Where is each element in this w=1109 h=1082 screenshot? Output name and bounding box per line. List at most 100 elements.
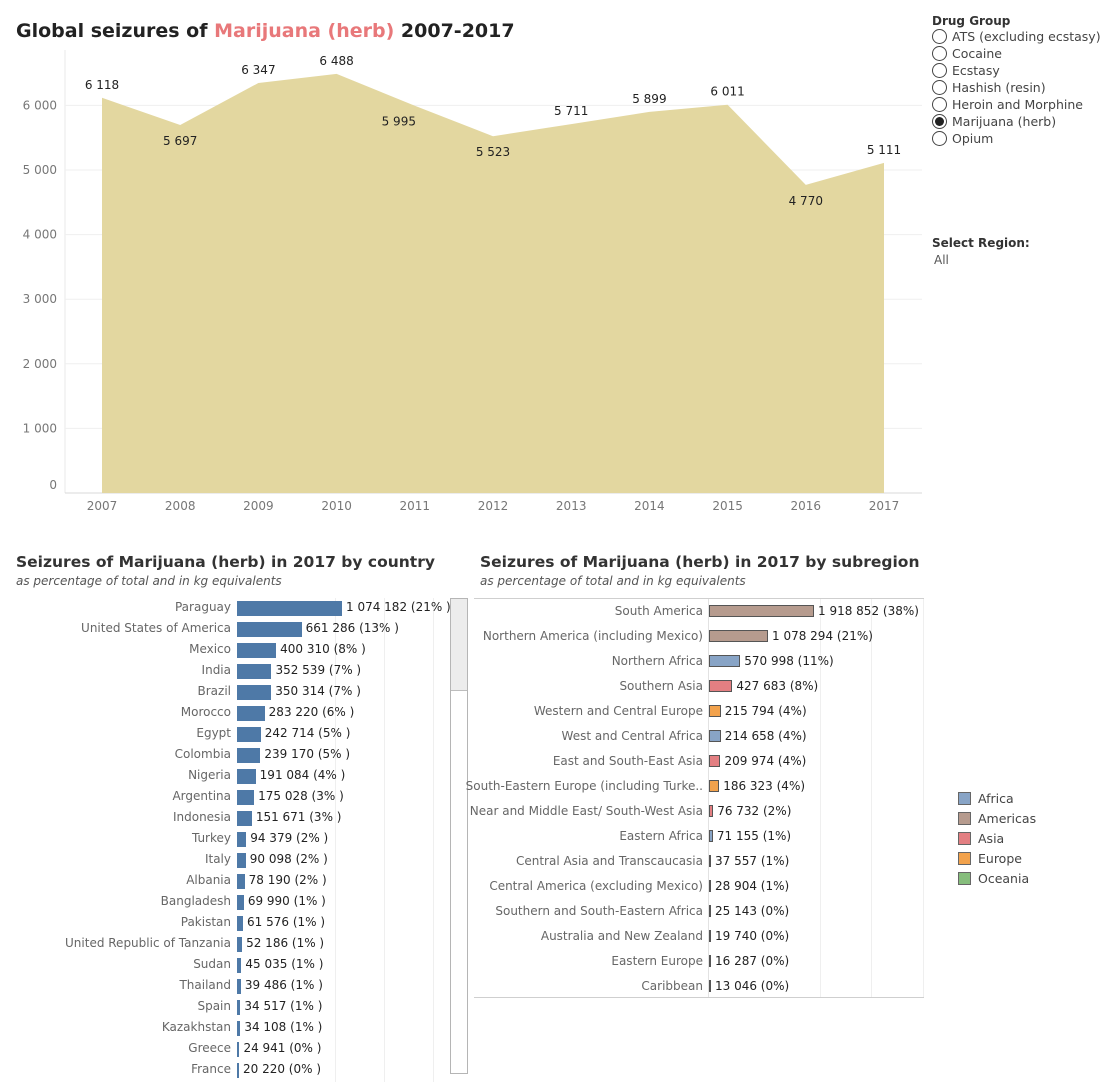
table-row[interactable]: Greece 24 941 (0% ): [0, 1039, 450, 1060]
drug-option[interactable]: Cocaine: [932, 45, 1107, 62]
subregion-bar[interactable]: [709, 630, 768, 642]
country-bar[interactable]: [237, 874, 245, 889]
subregion-bar[interactable]: [709, 930, 711, 942]
country-bar[interactable]: [237, 643, 277, 658]
table-row[interactable]: East and South-East Asia 209 974 (4%): [474, 749, 922, 774]
scrollbar-thumb[interactable]: [451, 599, 467, 691]
subregion-bar[interactable]: [709, 680, 733, 692]
table-row[interactable]: India 352 539 (7% ): [0, 661, 450, 682]
table-row[interactable]: Morocco 283 220 (6% ): [0, 703, 450, 724]
radio-button[interactable]: [932, 63, 947, 78]
legend-item[interactable]: Oceania: [958, 868, 1036, 888]
table-row[interactable]: France 20 220 (0% ): [0, 1060, 450, 1081]
country-bar[interactable]: [237, 958, 242, 973]
country-bar[interactable]: [237, 622, 302, 637]
table-row[interactable]: Thailand 39 486 (1% ): [0, 976, 450, 997]
table-row[interactable]: Western and Central Europe 215 794 (4%): [474, 699, 922, 724]
subregion-bar[interactable]: [709, 805, 714, 817]
table-row[interactable]: Caribbean 13 046 (0%): [474, 974, 922, 999]
country-bar[interactable]: [237, 1063, 239, 1078]
country-bar[interactable]: [237, 727, 261, 742]
country-bar[interactable]: [237, 769, 256, 784]
table-row[interactable]: Northern Africa 570 998 (11%): [474, 649, 922, 674]
country-bar[interactable]: [237, 895, 244, 910]
country-bar[interactable]: [237, 1042, 240, 1057]
table-row[interactable]: West and Central Africa 214 658 (4%): [474, 724, 922, 749]
table-row[interactable]: Italy 90 098 (2% ): [0, 850, 450, 871]
subregion-bar[interactable]: [709, 780, 720, 792]
table-row[interactable]: Southern and South-Eastern Africa 25 143 …: [474, 899, 922, 924]
country-bar[interactable]: [237, 748, 261, 763]
table-row[interactable]: Northern America (including Mexico) 1 078…: [474, 624, 922, 649]
country-bar[interactable]: [237, 916, 244, 931]
table-row[interactable]: United States of America 661 286 (13% ): [0, 619, 450, 640]
subregion-bar[interactable]: [709, 730, 721, 742]
country-bar[interactable]: [237, 1000, 241, 1015]
legend-item[interactable]: Americas: [958, 808, 1036, 828]
country-bar[interactable]: [237, 853, 246, 868]
subregion-bar[interactable]: [709, 830, 713, 842]
table-row[interactable]: Colombia 239 170 (5% ): [0, 745, 450, 766]
table-row[interactable]: Turkey 94 379 (2% ): [0, 829, 450, 850]
drug-option[interactable]: Marijuana (herb): [932, 113, 1107, 130]
table-row[interactable]: Australia and New Zealand 19 740 (0%): [474, 924, 922, 949]
table-row[interactable]: South-Eastern Europe (including Turke.. 1…: [466, 774, 922, 799]
table-row[interactable]: Brazil 350 314 (7% ): [0, 682, 450, 703]
legend-item[interactable]: Europe: [958, 848, 1036, 868]
drug-option[interactable]: Heroin and Morphine: [932, 96, 1107, 113]
legend-item[interactable]: Asia: [958, 828, 1036, 848]
radio-button[interactable]: [932, 29, 947, 44]
table-row[interactable]: Eastern Africa 71 155 (1%): [474, 824, 922, 849]
country-bar[interactable]: [237, 979, 241, 994]
country-bar[interactable]: [237, 832, 247, 847]
radio-button[interactable]: [932, 80, 947, 95]
table-row[interactable]: Sudan 45 035 (1% ): [0, 955, 450, 976]
country-bar[interactable]: [237, 937, 243, 952]
table-row[interactable]: Albania 78 190 (2% ): [0, 871, 450, 892]
country-bar[interactable]: [237, 706, 265, 721]
table-row[interactable]: Central America (excluding Mexico) 28 904…: [474, 874, 922, 899]
radio-button[interactable]: [932, 46, 947, 61]
region-filter-value[interactable]: All: [934, 253, 949, 267]
drug-option[interactable]: Ecstasy: [932, 62, 1107, 79]
table-row[interactable]: Southern Asia 427 683 (8%): [474, 674, 922, 699]
country-bar[interactable]: [237, 601, 342, 616]
drug-option[interactable]: Hashish (resin): [932, 79, 1107, 96]
subregion-bar[interactable]: [709, 755, 721, 767]
table-row[interactable]: Nigeria 191 084 (4% ): [0, 766, 450, 787]
legend-item[interactable]: Africa: [958, 788, 1036, 808]
country-bar[interactable]: [237, 811, 252, 826]
subregion-bar[interactable]: [709, 980, 711, 992]
table-row[interactable]: Paraguay 1 074 182 (21% ): [0, 598, 450, 619]
country-bar[interactable]: [237, 1021, 241, 1036]
subregion-bar[interactable]: [709, 605, 814, 617]
table-row[interactable]: United Republic of Tanzania 52 186 (1% ): [0, 934, 450, 955]
table-row[interactable]: Mexico 400 310 (8% ): [0, 640, 450, 661]
table-row[interactable]: Argentina 175 028 (3% ): [0, 787, 450, 808]
country-bar[interactable]: [237, 790, 255, 805]
table-row[interactable]: Egypt 242 714 (5% ): [0, 724, 450, 745]
subregion-bar[interactable]: [709, 955, 711, 967]
table-row[interactable]: Bangladesh 69 990 (1% ): [0, 892, 450, 913]
table-row[interactable]: South America 1 918 852 (38%): [474, 599, 922, 624]
country-bar[interactable]: [237, 664, 272, 679]
table-row[interactable]: Near and Middle East/ South-West Asia 76 …: [470, 799, 922, 824]
table-row[interactable]: Spain 34 517 (1% ): [0, 997, 450, 1018]
subregion-bar[interactable]: [709, 905, 711, 917]
country-bar[interactable]: [237, 685, 272, 700]
table-row[interactable]: Indonesia 151 671 (3% ): [0, 808, 450, 829]
subregion-bar[interactable]: [709, 855, 712, 867]
subregion-bar[interactable]: [709, 655, 741, 667]
radio-button[interactable]: [932, 97, 947, 112]
subregion-bar[interactable]: [709, 880, 711, 892]
table-row[interactable]: Central Asia and Transcaucasia 37 557 (1%…: [474, 849, 922, 874]
table-row[interactable]: Eastern Europe 16 287 (0%): [474, 949, 922, 974]
table-row[interactable]: Pakistan 61 576 (1% ): [0, 913, 450, 934]
table-row[interactable]: Kazakhstan 34 108 (1% ): [0, 1018, 450, 1039]
drug-option[interactable]: ATS (excluding ecstasy): [932, 28, 1107, 45]
radio-button[interactable]: [932, 131, 947, 146]
radio-button[interactable]: [932, 114, 947, 129]
country-chart-scrollbar[interactable]: [450, 598, 468, 1074]
subregion-bar[interactable]: [709, 705, 721, 717]
drug-option[interactable]: Opium: [932, 130, 1107, 147]
